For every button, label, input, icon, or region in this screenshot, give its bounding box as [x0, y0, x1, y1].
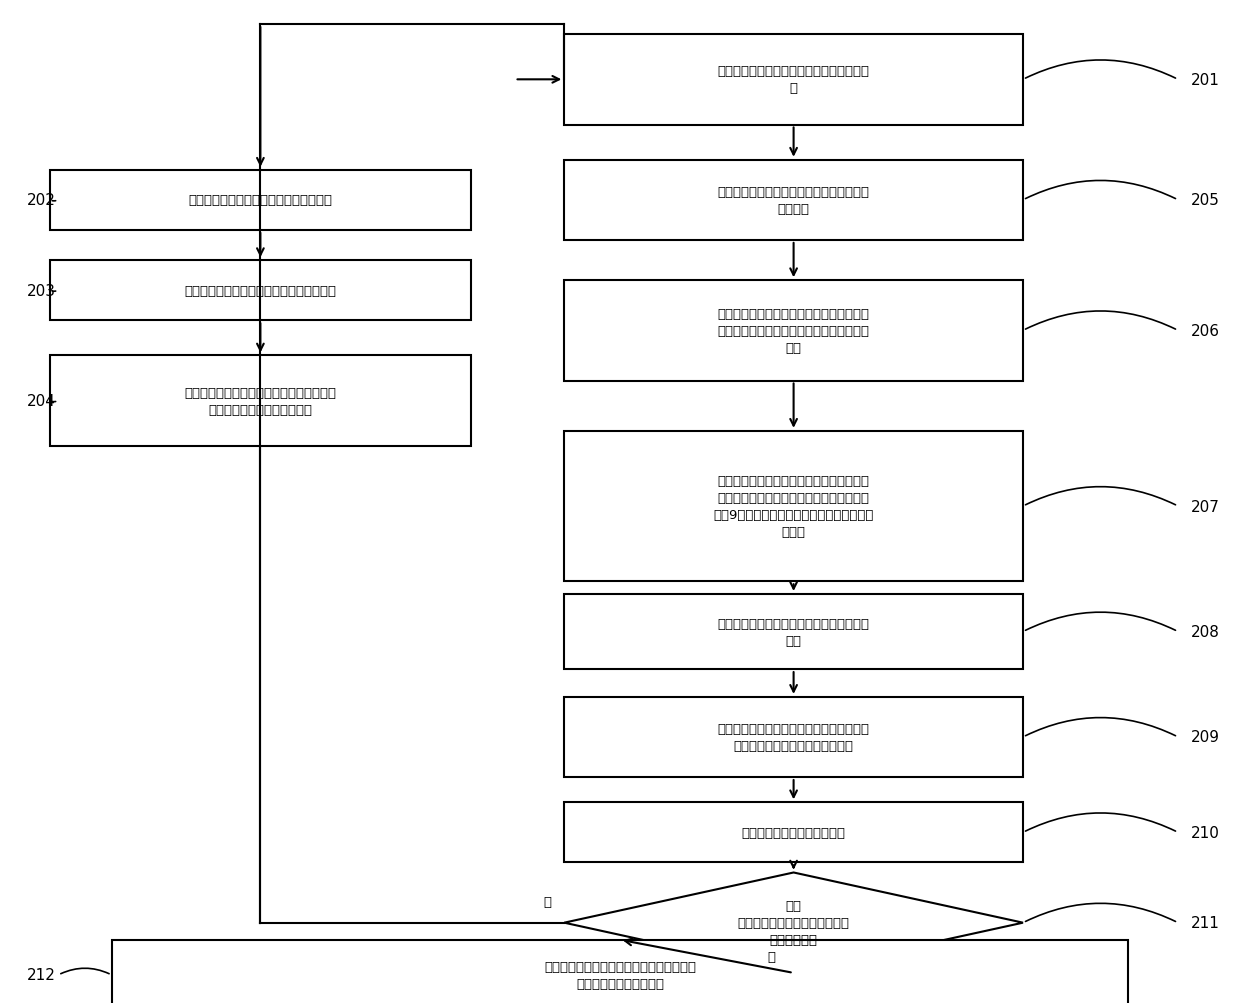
- Bar: [564, 594, 1023, 670]
- Text: 否: 否: [544, 895, 552, 908]
- Bar: [564, 35, 1023, 125]
- Text: 208: 208: [1190, 625, 1219, 639]
- Text: 按照标记奇异像素点的区域，将多孔硅微阵
列图像中奇异像素点区域以外的区域平均划
分为9个区域，计算每个区域中灰度值的第一
平均值: 按照标记奇异像素点的区域，将多孔硅微阵 列图像中奇异像素点区域以外的区域平均划 …: [713, 474, 874, 539]
- Text: 207: 207: [1190, 499, 1219, 514]
- Text: 对像素点进行梯度和梯度方向的计算，获得
计算结果: 对像素点进行梯度和梯度方向的计算，获得 计算结果: [718, 186, 869, 216]
- Text: 对多孔硅微阵列图像进行自适应中值滤波处
理，消除遗漏的散斑噪声: 对多孔硅微阵列图像进行自适应中值滤波处 理，消除遗漏的散斑噪声: [544, 960, 696, 990]
- Bar: [564, 697, 1023, 777]
- Bar: [564, 802, 1023, 863]
- Text: 204: 204: [27, 394, 56, 408]
- Text: 获取奇异像素点比例和吞噬次数的对应关系: 获取奇异像素点比例和吞噬次数的对应关系: [185, 285, 336, 297]
- Bar: [112, 940, 1128, 1003]
- Text: 判断
获取的吞噬次数是否小于或等于
预设吞噬次数: 判断 获取的吞噬次数是否小于或等于 预设吞噬次数: [738, 900, 849, 946]
- Text: 201: 201: [1190, 73, 1219, 87]
- Text: 根据奇异像素点比例和对应关系，确定多孔
硅微阵列图像的预设吞噬次数: 根据奇异像素点比例和对应关系，确定多孔 硅微阵列图像的预设吞噬次数: [185, 386, 336, 416]
- Text: 获取并标记多孔硅微阵列图像中的奇异像素
点: 获取并标记多孔硅微阵列图像中的奇异像素 点: [718, 65, 869, 95]
- Bar: [564, 431, 1023, 582]
- Bar: [564, 160, 1023, 241]
- Text: 是: 是: [768, 950, 775, 963]
- Text: 203: 203: [27, 284, 56, 298]
- Bar: [50, 356, 471, 446]
- Text: 212: 212: [27, 968, 56, 982]
- Text: 对全部的第一平均值进行排序，获取第一中
间值: 对全部的第一平均值进行排序，获取第一中 间值: [718, 617, 869, 647]
- Bar: [564, 281, 1023, 381]
- Text: 根据奇异像素点，以及计算结果与阈值的对
比结果，确定所述奇异像素点的区域并进行
标记: 根据奇异像素点，以及计算结果与阈值的对 比结果，确定所述奇异像素点的区域并进行 …: [718, 308, 869, 354]
- Text: 205: 205: [1190, 194, 1219, 208]
- Text: 202: 202: [27, 194, 56, 208]
- Text: 获取当前散斑噪声吞噬的次数: 获取当前散斑噪声吞噬的次数: [742, 826, 846, 839]
- Bar: [50, 171, 471, 231]
- Text: 209: 209: [1190, 730, 1219, 744]
- Bar: [50, 261, 471, 321]
- Text: 210: 210: [1190, 825, 1219, 840]
- Text: 211: 211: [1190, 916, 1219, 930]
- Text: 206: 206: [1190, 324, 1219, 338]
- Text: 将第一中间值代替奇异像素点的灰度值，对
奇异像素点进行一次散斑噪声吞噬: 将第一中间值代替奇异像素点的灰度值，对 奇异像素点进行一次散斑噪声吞噬: [718, 722, 869, 752]
- Polygon shape: [564, 873, 1023, 973]
- Text: 计算多孔硅微阵列图像中奇异像素点比例: 计算多孔硅微阵列图像中奇异像素点比例: [188, 195, 332, 207]
